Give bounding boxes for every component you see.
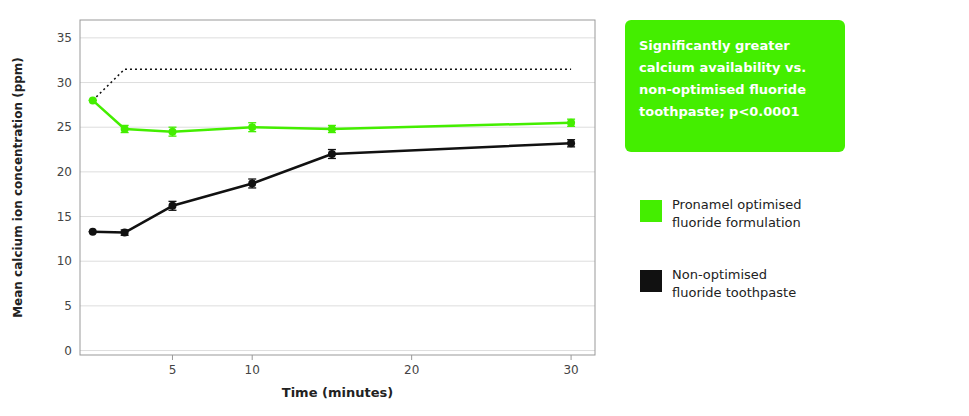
plot-frame	[80, 20, 595, 355]
grid-line	[80, 82, 595, 83]
grid-line	[80, 261, 595, 262]
error-bar	[168, 127, 176, 136]
y-tick-label: 5	[64, 299, 72, 313]
y-tick-label: 25	[57, 120, 72, 134]
error-bar	[567, 119, 575, 126]
point	[89, 228, 97, 236]
x-tick	[571, 355, 572, 360]
x-tick-label: 10	[245, 363, 260, 377]
point	[248, 179, 256, 187]
x-tick-label: 30	[563, 363, 578, 377]
annotation-box	[625, 20, 845, 152]
legend-swatch	[640, 200, 662, 222]
point	[168, 128, 176, 136]
point	[89, 96, 97, 104]
point	[567, 119, 575, 127]
data	[89, 69, 575, 236]
point	[121, 125, 129, 133]
error-bar	[328, 125, 336, 132]
grid-line	[80, 305, 595, 306]
point	[248, 123, 256, 131]
error-bar	[567, 140, 575, 147]
legend-entry: Non-optimisedfluoride toothpaste	[672, 267, 796, 300]
grid-line	[80, 37, 595, 38]
series	[93, 69, 571, 100]
error-bar	[248, 123, 256, 132]
x-tick	[172, 355, 173, 360]
point	[328, 125, 336, 133]
legend-entry: Pronamel optimisedfluoride formulation	[672, 197, 801, 230]
series	[89, 96, 575, 136]
grid-line	[80, 171, 595, 172]
y-axis-label: Mean calcium ion concentration (ppm)	[11, 57, 25, 318]
y-tick-label: 10	[57, 254, 72, 268]
legend-swatch	[640, 270, 662, 292]
series	[89, 139, 575, 236]
chart: 0 5 10 15 20 25 30 35 5 10 20 30 Time (minutes) Mean …	[0, 0, 969, 416]
grid	[80, 38, 595, 351]
y-tick-label: 35	[57, 31, 72, 45]
point	[328, 150, 336, 158]
legend: Pronamel optimisedfluoride formulation No…	[640, 197, 801, 300]
y-tick-label: 20	[57, 165, 72, 179]
error-bar	[328, 150, 336, 159]
error-bar	[248, 179, 256, 188]
grid-line	[80, 350, 595, 351]
y-tick-label: 0	[64, 344, 72, 358]
x-axis-label: Time (minutes)	[282, 385, 393, 400]
x-tick-label: 20	[404, 363, 419, 377]
error-bar	[168, 201, 176, 210]
x-tick-label: 5	[169, 363, 177, 377]
point	[567, 139, 575, 147]
point	[121, 229, 129, 237]
y-tick-label: 15	[57, 210, 72, 224]
x-tick	[252, 355, 253, 360]
grid-line	[80, 216, 595, 217]
x-tick	[411, 355, 412, 360]
annotation: Significantly greatercalcium availabilit…	[639, 38, 806, 119]
point	[168, 202, 176, 210]
y-tick-label: 30	[57, 76, 72, 90]
series-line	[93, 143, 571, 232]
grid-line	[80, 127, 595, 128]
reference-line	[93, 69, 571, 100]
error-bar	[121, 125, 129, 132]
